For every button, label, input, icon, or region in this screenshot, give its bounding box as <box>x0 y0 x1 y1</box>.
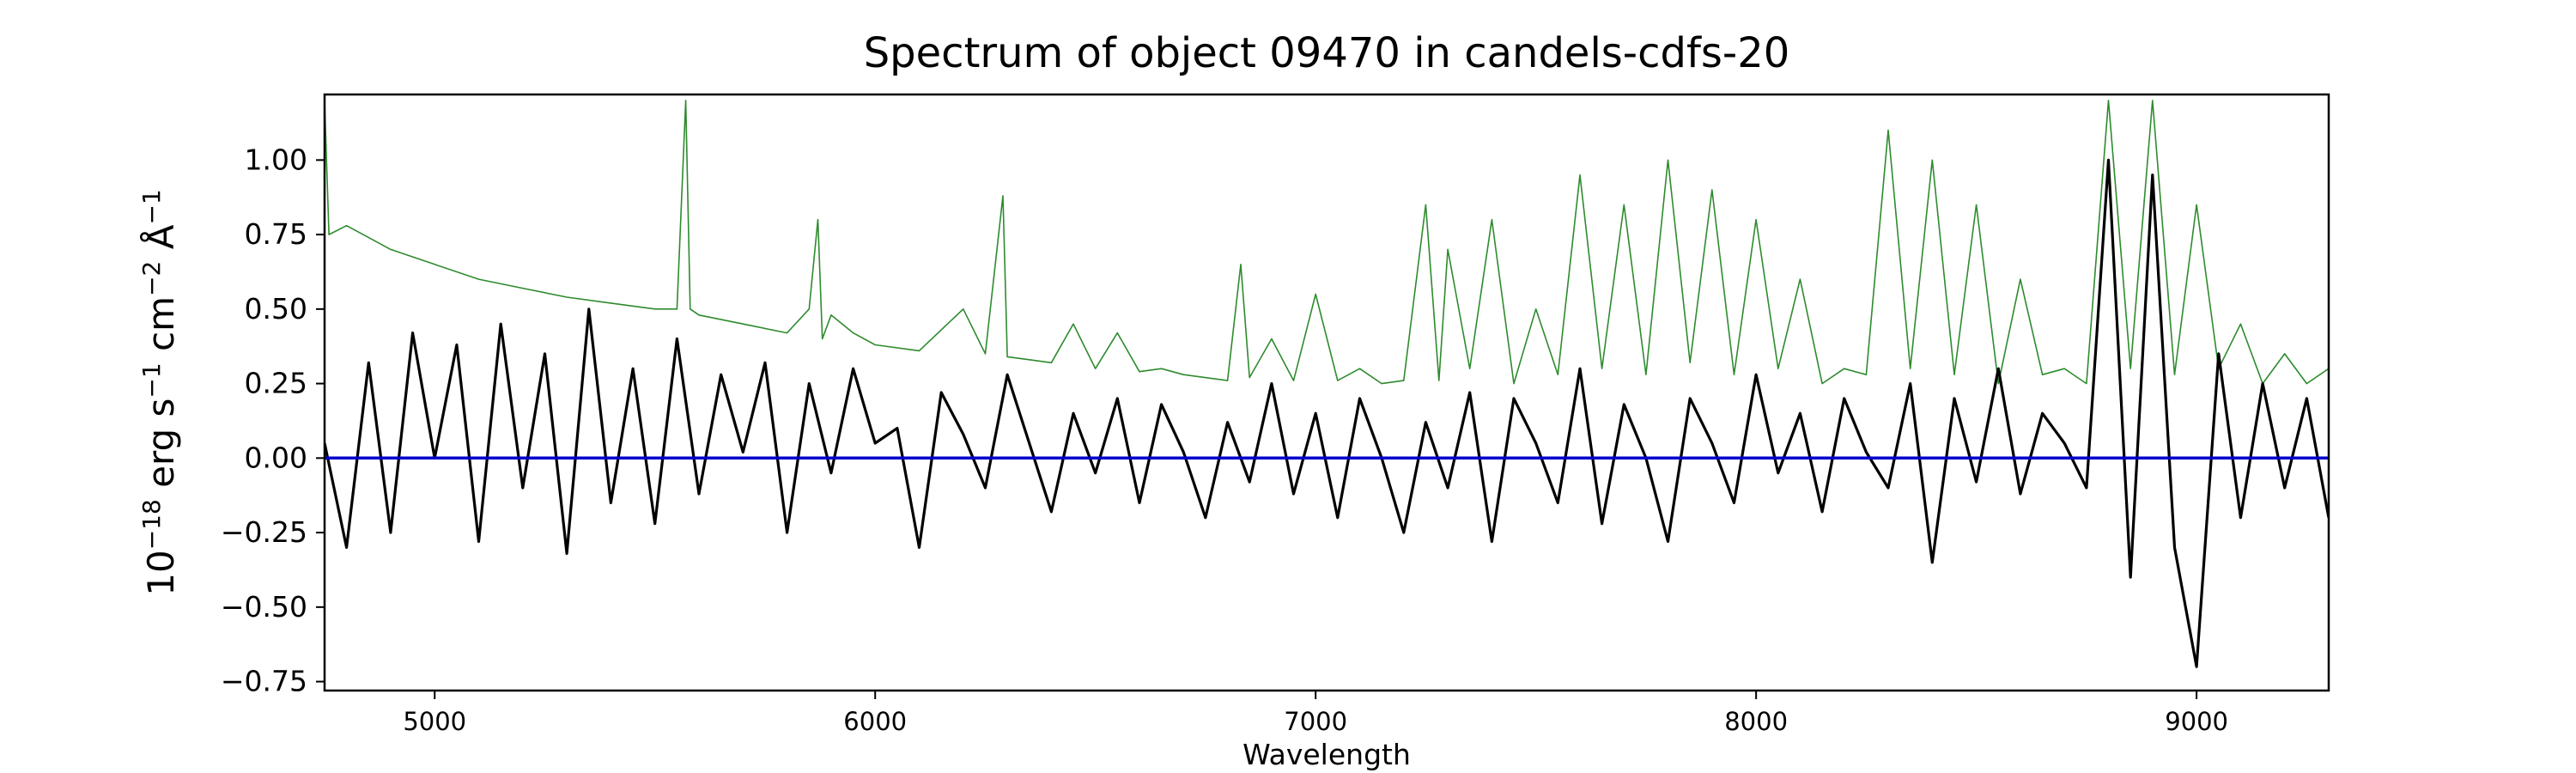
x-tick-label: 5000 <box>403 707 466 736</box>
y-axis: −0.75 −0.50 −0.25 0.00 0.25 0.50 0.75 1.00 <box>221 143 325 698</box>
plot-area <box>325 100 2329 668</box>
y-tick-label: 0.25 <box>245 367 307 400</box>
y-tick-label: −0.75 <box>221 665 307 698</box>
axes-frame <box>323 93 2330 692</box>
chart-title: Spectrum of object 09470 in candels-cdfs… <box>864 29 1790 77</box>
x-tick-label: 9000 <box>2165 707 2228 736</box>
x-axis: 5000 6000 7000 8000 9000 <box>403 691 2228 736</box>
y-tick-label: 0.75 <box>245 217 307 251</box>
y-tick-label: 1.00 <box>245 143 307 176</box>
y-tick-label: −0.50 <box>221 590 307 624</box>
x-axis-label: Wavelength <box>1242 738 1411 771</box>
series-line-flux <box>325 158 2329 668</box>
y-axis-label: 10−18 erg s−1 cm−2 Å−1 <box>137 189 182 595</box>
x-tick-label: 8000 <box>1724 707 1788 736</box>
x-tick-label: 6000 <box>843 707 907 736</box>
y-tick-label: 0.00 <box>245 441 307 474</box>
x-tick-label: 7000 <box>1284 707 1347 736</box>
y-tick-label: −0.25 <box>221 515 307 549</box>
series-line-model <box>325 100 2329 385</box>
y-tick-label: 0.50 <box>245 292 307 326</box>
